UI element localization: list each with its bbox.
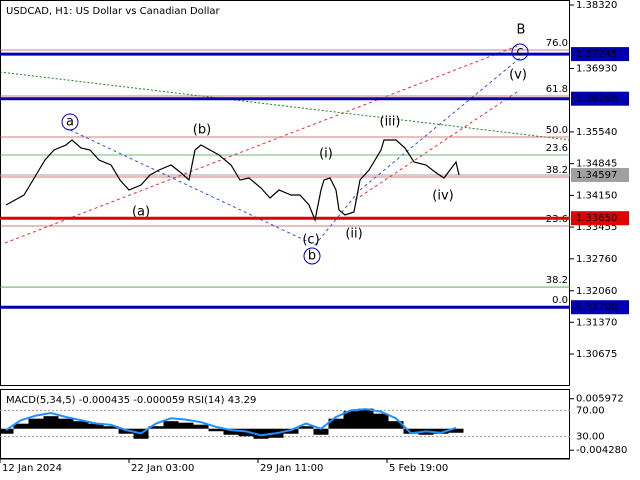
level-badge — [571, 300, 629, 315]
y-tick-label: 1.32060 — [576, 286, 617, 297]
wave-label: (b) — [193, 123, 211, 138]
wave-label: (a) — [132, 205, 150, 220]
y-tick-label: 1.36930 — [576, 63, 617, 74]
macd-bar — [0, 428, 14, 434]
fib-label: 0.0 — [552, 295, 568, 306]
trend-line — [4, 44, 521, 244]
macd-bar — [253, 428, 269, 439]
macd-bar — [178, 422, 194, 429]
macd-bar — [433, 428, 449, 434]
macd-bar — [208, 428, 224, 432]
macd-bar — [373, 413, 389, 429]
trend-line — [0, 71, 571, 141]
price-line — [5, 139, 460, 223]
wave-label: (i) — [319, 147, 333, 162]
macd-bar — [13, 423, 29, 429]
macd-bar — [193, 424, 209, 429]
trend-line — [359, 57, 521, 191]
macd-bar — [43, 416, 59, 429]
wave-label: (v) — [509, 68, 527, 83]
y-tick-label: 1.30675 — [576, 349, 617, 360]
y-tick-label: 1.33455 — [576, 222, 617, 233]
macd-bar — [238, 428, 254, 437]
y-tick-label: 0.005972 — [576, 394, 624, 405]
macd-bar — [118, 428, 134, 434]
macd-bar — [448, 428, 464, 433]
fib-label: 38.2 — [546, 165, 568, 176]
wave-label: (ii) — [345, 227, 362, 242]
macd-bar — [313, 428, 329, 435]
macd-bar — [403, 428, 419, 434]
level-label: 1.36268 — [576, 94, 617, 105]
price-frame — [0, 0, 570, 386]
x-tick-label: 22 Jan 03:00 — [131, 463, 194, 474]
level-badge — [571, 167, 629, 182]
macd-bar — [343, 411, 359, 429]
indicator-title: MACD(5,34,5) -0.000435 -0.000059 RSI(14)… — [6, 395, 256, 406]
macd-bar — [388, 421, 404, 429]
level-label: 1.34597 — [576, 170, 617, 181]
level-badge — [571, 211, 629, 226]
fib-label: 61.8 — [546, 84, 568, 95]
y-tick-label: 1.32760 — [576, 254, 617, 265]
macd-bar — [103, 426, 119, 429]
wave-label: b — [308, 249, 316, 264]
macd-bar — [28, 418, 44, 429]
macd-bar — [58, 418, 74, 429]
macd-bar — [223, 428, 239, 435]
wave-circle — [61, 113, 79, 131]
macd-bar — [358, 408, 374, 429]
wave-label: B — [517, 23, 526, 38]
trend-line — [354, 89, 521, 201]
y-tick-label: 1.34845 — [576, 159, 617, 170]
y-tick-label: 1.31370 — [576, 317, 617, 328]
level-badge — [571, 47, 629, 62]
y-tick-label: 1.34150 — [576, 190, 617, 201]
macd-bar — [73, 421, 89, 429]
wave-label: c — [516, 45, 523, 60]
macd-bar — [283, 428, 299, 434]
trend-line — [69, 129, 316, 246]
rsi-line — [5, 408, 457, 437]
wave-label: (c) — [302, 233, 319, 248]
fib-label: 76.0 — [546, 38, 568, 49]
wave-label: (iv) — [432, 189, 453, 204]
level-label: 1.37245 — [576, 49, 617, 60]
x-tick-label: 5 Feb 19:00 — [389, 463, 448, 474]
wave-label: (iii) — [380, 115, 401, 130]
macd-bar — [148, 426, 164, 429]
chart-title: USDCAD, H1: US Dollar vs Canadian Dollar — [6, 6, 220, 17]
wave-circle — [303, 247, 321, 265]
x-tick-label: 29 Jan 11:00 — [260, 463, 323, 474]
y-tick-label: 1.35540 — [576, 127, 617, 138]
y-tick-label: 30.00 — [576, 432, 605, 443]
level-label: 1.31700 — [576, 302, 617, 313]
y-tick-label: 70.00 — [576, 405, 605, 416]
fib-label: 23.6 — [546, 143, 568, 154]
wave-label: a — [66, 115, 74, 130]
fib-label: 50.0 — [546, 125, 568, 136]
x-tick-label: 12 Jan 2024 — [2, 463, 62, 474]
macd-bar — [163, 421, 179, 429]
macd-bar — [88, 423, 104, 429]
y-tick-label: -0.004280 — [576, 445, 627, 456]
macd-bar — [328, 418, 344, 429]
fib-label: 38.2 — [546, 275, 568, 286]
level-badge — [571, 91, 629, 106]
level-label: 1.33650 — [576, 213, 617, 224]
macd-bar — [298, 426, 314, 429]
y-tick-label: 1.38320 — [576, 0, 617, 11]
wave-circle — [511, 43, 529, 61]
